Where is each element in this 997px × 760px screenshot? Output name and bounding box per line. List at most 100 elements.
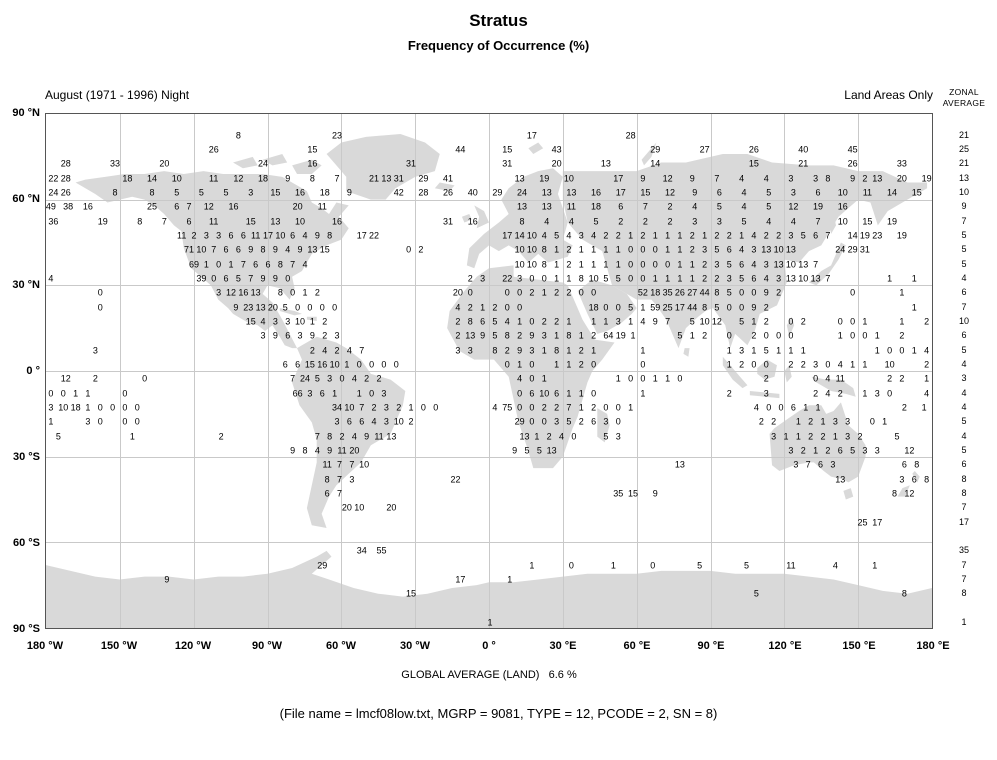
- grid-value: 2: [887, 373, 893, 384]
- grid-value: 2: [763, 230, 769, 241]
- grid-value: 8: [901, 588, 907, 599]
- grid-value: 2: [541, 402, 547, 413]
- grid-value: 10: [539, 388, 550, 398]
- grid-value: 13: [600, 158, 611, 169]
- grid-value: 0: [677, 373, 683, 384]
- grid-value: 40: [467, 187, 478, 198]
- grid-value: 22: [502, 273, 513, 284]
- grid-value: 1: [566, 316, 572, 327]
- grid-value: 10: [588, 273, 599, 284]
- gridline-horizontal: [46, 456, 932, 458]
- grid-value: 31: [859, 244, 870, 255]
- grid-value: 1: [677, 244, 683, 255]
- grid-value: 9: [512, 445, 518, 456]
- grid-value: 0: [615, 416, 621, 427]
- grid-value: 1: [591, 259, 597, 269]
- grid-value: 1: [408, 402, 414, 413]
- grid-value: 3: [830, 459, 836, 470]
- zonal-average-value: 4: [961, 401, 967, 412]
- grid-value: 1: [899, 316, 905, 327]
- grid-value: 13: [798, 259, 809, 269]
- zonal-average-value: 8: [961, 588, 967, 599]
- grid-value: 11: [209, 173, 219, 183]
- grid-value: 0: [541, 273, 547, 284]
- grid-value: 3: [285, 316, 291, 327]
- lon-tick-label: 90 °E: [697, 640, 725, 652]
- grid-value: 4: [351, 373, 357, 384]
- grid-value: 3: [529, 345, 535, 355]
- grid-value: 16: [82, 201, 93, 212]
- grid-value: 5: [739, 273, 745, 284]
- grid-value: 20: [349, 445, 360, 456]
- grid-value: 8: [137, 216, 143, 226]
- grid-value: 9: [248, 244, 254, 255]
- zonal-average-value: 4: [961, 272, 967, 283]
- grid-value: 23: [872, 230, 883, 241]
- grid-value: 20: [292, 201, 303, 212]
- grid-value: 2: [726, 230, 732, 241]
- grid-value: 21: [798, 158, 809, 169]
- grid-value: 36: [48, 216, 59, 226]
- grid-value: 0: [529, 359, 535, 370]
- grid-value: 15: [270, 187, 281, 198]
- grid-value: 19: [859, 230, 870, 241]
- grid-value: 1: [228, 259, 234, 269]
- grid-value: 0: [319, 302, 325, 312]
- grid-value: 26: [443, 187, 454, 198]
- grid-value: 0: [529, 402, 535, 413]
- grid-value: 0: [603, 402, 609, 413]
- grid-value: 26: [674, 287, 685, 298]
- lat-tick-label: 0 °: [26, 365, 40, 377]
- grid-value: 6: [295, 359, 301, 370]
- grid-value: 6: [618, 201, 624, 212]
- grid-value: 13: [465, 330, 476, 341]
- grid-value: 2: [566, 287, 572, 298]
- grid-value: 4: [766, 216, 772, 226]
- grid-value: 3: [832, 416, 838, 427]
- grid-value: 13: [541, 201, 552, 212]
- grid-value: 13: [307, 244, 318, 255]
- grid-value: 25: [857, 517, 868, 527]
- grid-value: 3: [788, 230, 794, 241]
- grid-value: 5: [850, 445, 856, 456]
- grid-value: 2: [554, 402, 560, 413]
- lon-tick-label: 150 °W: [100, 640, 138, 652]
- grid-value: 5: [282, 302, 288, 312]
- grid-value: 8: [467, 316, 473, 327]
- grid-value: 3: [813, 359, 819, 370]
- grid-value: 4: [302, 230, 308, 241]
- grid-value: 3: [307, 388, 313, 398]
- grid-value: 13: [835, 474, 846, 484]
- grid-value: 2: [714, 230, 720, 241]
- grid-value: 3: [751, 244, 757, 255]
- grid-value: 6: [282, 359, 288, 370]
- grid-value: 0: [640, 359, 646, 370]
- grid-value: 0: [295, 302, 301, 312]
- grid-value: 28: [625, 130, 636, 140]
- grid-value: 19: [615, 330, 626, 341]
- grid-value: 29: [492, 187, 503, 198]
- grid-value: 1: [640, 302, 646, 312]
- grid-value: 20: [551, 158, 562, 169]
- grid-value: 5: [603, 431, 609, 441]
- grid-value: 4: [517, 373, 523, 384]
- grid-value: 5: [739, 316, 745, 327]
- grid-value: 2: [322, 330, 328, 341]
- grid-value: 10: [196, 244, 207, 255]
- landmass-caribbean: [279, 308, 317, 322]
- lon-tick-label: 0 °: [482, 640, 496, 652]
- file-info-label: (File name = lmcf08low.txt, MGRP = 9081,…: [279, 706, 718, 721]
- grid-value: 9: [285, 173, 291, 183]
- grid-value: 4: [260, 316, 266, 327]
- grid-value: 1: [837, 330, 843, 341]
- grid-value: 19: [896, 230, 907, 241]
- zonal-average-value: 8: [961, 487, 967, 498]
- grid-value: 18: [258, 173, 269, 183]
- grid-value: 9: [480, 330, 486, 341]
- grid-value: 0: [665, 259, 671, 269]
- grid-value: 28: [418, 187, 429, 198]
- grid-value: 13: [810, 273, 821, 284]
- landmass-australia: [769, 402, 866, 483]
- grid-value: 13: [546, 445, 557, 456]
- grid-value: 4: [492, 402, 498, 413]
